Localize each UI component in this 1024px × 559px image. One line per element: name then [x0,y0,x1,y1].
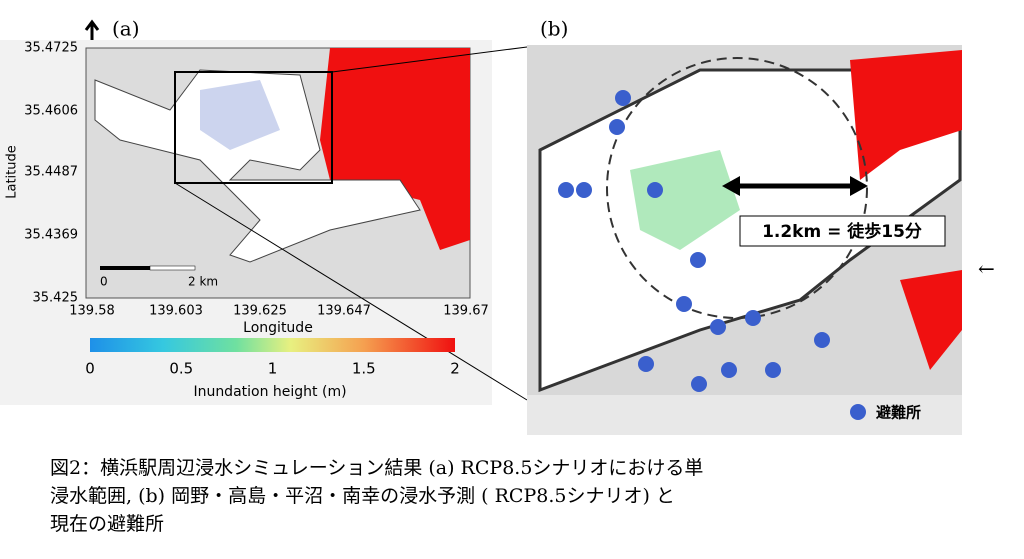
colorbar-tick-label: 0.5 [169,360,193,378]
y-title: Latitude [5,145,20,199]
y-tick-label: 35.4369 [24,228,78,243]
colorbar [90,338,455,352]
annotation: 1.2km = 徒歩15分 [762,221,922,242]
y-tick-label: 35.4725 [24,41,78,56]
arrow-head [850,176,868,196]
north-arrow [84,19,100,40]
x-tick-label: 139.67 [443,304,489,319]
shelter [615,90,631,106]
scale-start: 0 [100,275,108,289]
annotation-box [739,215,946,247]
panel-label: (a) [112,17,140,41]
colorbar-tick-label: 1 [268,360,278,378]
x-tick-label: 139.58 [69,304,115,319]
flood [200,80,280,150]
shelter [638,356,654,372]
x-tick-label: 139.603 [149,304,203,319]
shelter [576,182,592,198]
scale-bar [100,266,150,270]
sea [900,270,962,370]
shelter [721,362,737,378]
y-tick-label: 35.4606 [24,104,78,119]
shelter [745,310,761,326]
shelter [690,252,706,268]
sea [320,48,470,250]
shelter [765,362,781,378]
shelter [676,296,692,312]
caption-line: 現在の避難所 [50,513,164,535]
caption-line: 浸水範囲, (b) 岡野・高島・平沼・南幸の浸水予測 ( RCP8.5シナリオ)… [50,485,675,507]
colorbar-tick-label: 0 [85,360,95,378]
legend-label: 避難所 [876,404,921,422]
shelters [558,90,866,420]
colorbar-title: Inundation height (m) [193,384,346,400]
colorbar-tick-label: 1.5 [352,360,376,378]
shelter [691,376,707,392]
colorbar-tick-label: 2 [450,360,460,378]
arrow-head [722,176,740,196]
legend-marker [850,404,866,420]
caption-line: 図2：横浜駅周辺浸水シミュレーション結果 (a) RCP8.5シナリオにおける単 [50,457,703,479]
scale-end: 2 km [188,275,218,289]
shelter [558,182,574,198]
shelter [814,332,830,348]
scale-bar [149,265,196,271]
x-tick-label: 139.647 [317,304,371,319]
zoom-line [174,182,528,401]
sea [850,50,962,180]
zoom-line [331,46,528,73]
panel-label: (b) [540,17,568,41]
shelter [647,182,663,198]
shelter [710,319,726,335]
radius-circle [606,57,868,319]
side-arrow: ← [978,257,995,281]
y-tick-label: 35.425 [33,291,79,306]
x-title: Longitude [243,320,313,336]
flood [630,150,740,250]
x-tick-label: 139.625 [233,304,287,319]
land [94,69,421,263]
y-tick-label: 35.4487 [24,165,78,180]
zoom-box [174,71,333,184]
shelter [609,119,625,135]
